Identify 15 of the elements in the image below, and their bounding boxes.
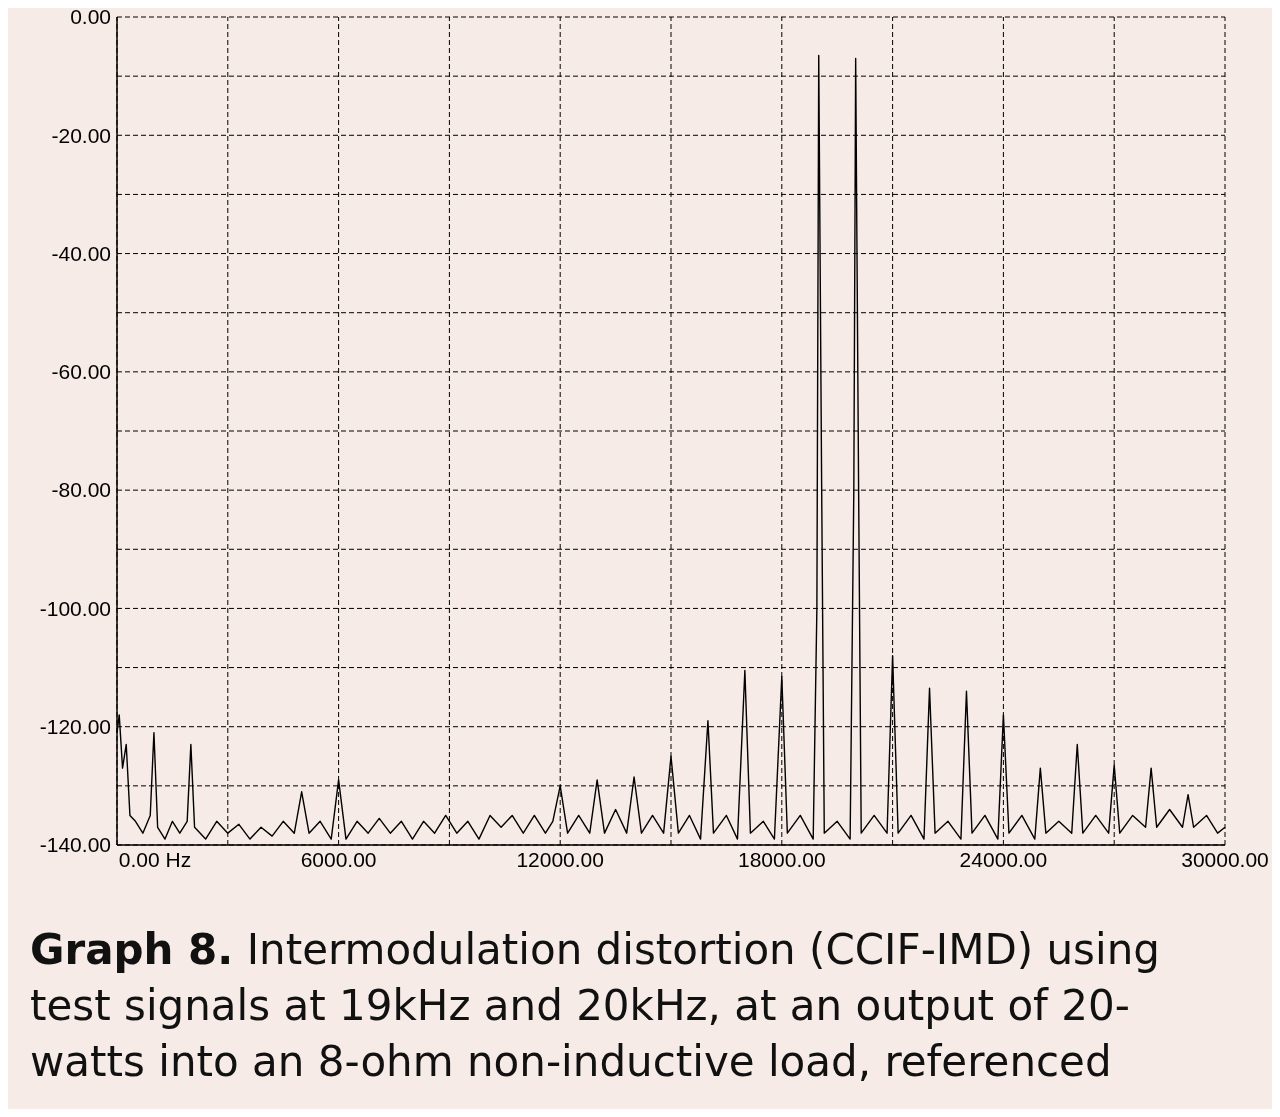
x-tick-label: 12000.00 [516,848,604,871]
y-tick-label: -80.00 [51,478,111,502]
y-tick-label: -140.00 [39,833,111,857]
y-tick-label: -60.00 [51,360,111,384]
x-tick-label: 18000.00 [738,848,826,871]
y-tick-label: 0.00 [70,5,111,29]
x-tick-label: 6000.00 [300,848,377,871]
y-tick-label: -120.00 [39,715,111,739]
x-tick-label: 0.00 Hz [118,848,192,871]
x-tick-label: 30000.00 [1181,848,1269,871]
text: Graph 8. [30,925,234,974]
x-tick-label: 24000.00 [959,848,1048,871]
y-tick-label: -100.00 [39,596,111,620]
y-tick-label: -20.00 [51,123,111,147]
y-tick-label: -40.00 [51,241,111,265]
